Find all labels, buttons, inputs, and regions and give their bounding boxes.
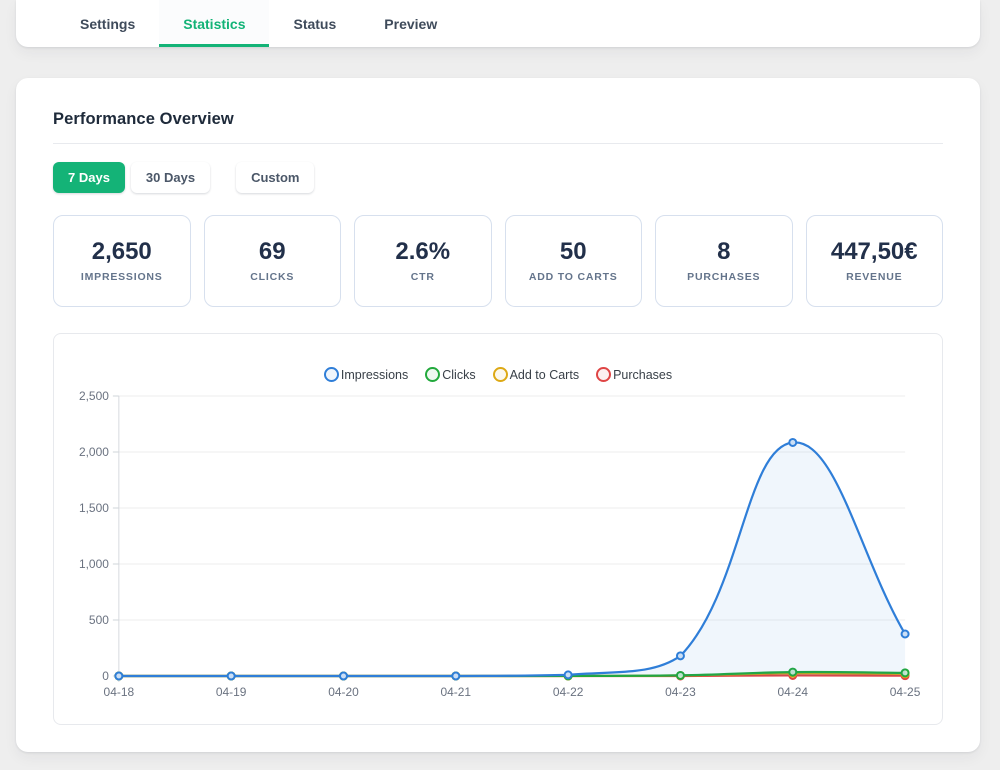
- svg-text:04-18: 04-18: [104, 685, 135, 699]
- svg-text:04-22: 04-22: [553, 685, 584, 699]
- tab-settings[interactable]: Settings: [56, 0, 159, 47]
- chart-card: ImpressionsClicksAdd to CartsPurchases 0…: [53, 333, 943, 725]
- svg-text:0: 0: [102, 669, 109, 683]
- stat-value: 8: [717, 239, 730, 265]
- stat-card-revenue: 447,50€ REVENUE: [806, 215, 944, 307]
- stat-value: 2.6%: [395, 239, 450, 265]
- svg-text:2,500: 2,500: [79, 389, 109, 403]
- stat-value: 447,50€: [831, 239, 918, 265]
- tab-statistics[interactable]: Statistics: [159, 0, 269, 47]
- stat-value: 69: [259, 239, 286, 265]
- performance-chart[interactable]: 0 500 1,000 1,500 2,000 2,500 04-18 04-19 04-20 0…: [54, 334, 942, 724]
- stat-card-ctr: 2.6% CTR: [354, 215, 492, 307]
- tab-status[interactable]: Status: [269, 0, 360, 47]
- svg-text:04-23: 04-23: [665, 685, 696, 699]
- svg-text:2,000: 2,000: [79, 445, 109, 459]
- stat-label: REVENUE: [846, 271, 902, 283]
- stats-row: 2,650 IMPRESSIONS 69 CLICKS 2.6% CTR 50 ADD TO …: [53, 215, 943, 307]
- stat-value: 2,650: [92, 239, 152, 265]
- stat-value: 50: [560, 239, 587, 265]
- tab-bar: SettingsStatisticsStatusPreview: [16, 0, 980, 47]
- stat-label: CTR: [411, 271, 435, 283]
- svg-text:1,500: 1,500: [79, 501, 109, 515]
- stat-label: IMPRESSIONS: [81, 271, 163, 283]
- range-button-7-days[interactable]: 7 Days: [53, 162, 125, 193]
- stat-card-purchases: 8 PURCHASES: [655, 215, 793, 307]
- panel-title: Performance Overview: [53, 110, 943, 129]
- svg-text:04-25: 04-25: [890, 685, 921, 699]
- svg-text:04-24: 04-24: [777, 685, 808, 699]
- performance-panel: Performance Overview 7 Days30 Days Custom…: [16, 78, 980, 752]
- stat-card-impressions: 2,650 IMPRESSIONS: [53, 215, 191, 307]
- stat-label: CLICKS: [250, 271, 294, 283]
- stat-label: PURCHASES: [687, 271, 760, 283]
- svg-text:04-19: 04-19: [216, 685, 247, 699]
- stat-card-clicks: 69 CLICKS: [204, 215, 342, 307]
- svg-text:04-20: 04-20: [328, 685, 359, 699]
- range-button-group: 7 Days30 Days Custom: [53, 162, 943, 193]
- stat-card-add-to-carts: 50 ADD TO CARTS: [505, 215, 643, 307]
- svg-text:1,000: 1,000: [79, 557, 109, 571]
- divider: [53, 143, 943, 144]
- tab-preview[interactable]: Preview: [360, 0, 461, 47]
- range-button-custom[interactable]: Custom: [236, 162, 314, 193]
- stat-label: ADD TO CARTS: [529, 271, 618, 283]
- svg-text:500: 500: [89, 613, 109, 627]
- range-button-30-days[interactable]: 30 Days: [131, 162, 210, 193]
- svg-text:04-21: 04-21: [441, 685, 472, 699]
